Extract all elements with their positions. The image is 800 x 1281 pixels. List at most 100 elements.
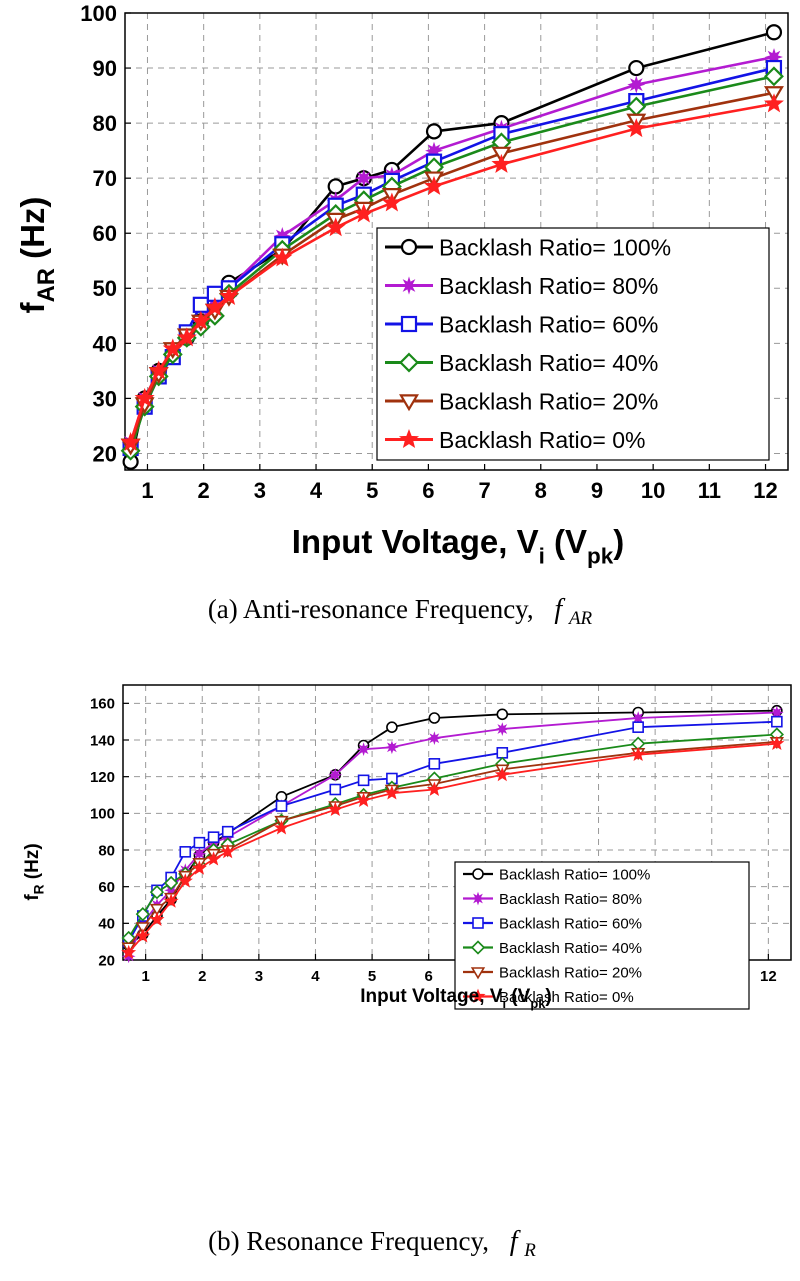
x-tick-label: 4: [311, 968, 320, 985]
x-tick-label: 2: [198, 478, 210, 503]
data-point-5-0: [120, 431, 141, 451]
data-point-5-12: [424, 175, 445, 195]
x-label-mid: (V: [545, 523, 587, 560]
data-point-2-6: [207, 831, 220, 843]
caption-b-subscript: R: [523, 1240, 536, 1261]
y-tick-label: 20: [98, 952, 115, 969]
data-point-5-2: [148, 360, 169, 380]
legend-box: [376, 227, 770, 461]
data-point-3-15: [763, 66, 784, 87]
legend-entry-0: Backlash Ratio= 100%: [439, 234, 671, 260]
legend-marker-3: [470, 940, 486, 955]
data-point-5-15: [763, 93, 784, 113]
data-point-3-2: [149, 885, 165, 900]
y-label-unit: (Hz): [22, 843, 43, 884]
data-point-5-7: [218, 286, 239, 306]
series-line-3: [127, 733, 777, 939]
legend-entry-3: Backlash Ratio= 40%: [499, 940, 642, 957]
data-point-2-12: [428, 758, 441, 770]
y-axis-label: fR (Hz): [22, 843, 47, 900]
data-point-1-13: [495, 722, 510, 736]
x-tick-label: 1: [141, 968, 149, 985]
y-tick-label: 30: [93, 386, 117, 411]
y-tick-label: 20: [93, 441, 117, 466]
legend-entry-1: Backlash Ratio= 80%: [499, 891, 642, 908]
data-point-0-12: [425, 123, 443, 140]
data-point-2-8: [275, 800, 288, 812]
caption-a-subscript: AR: [567, 608, 593, 629]
series-line-0: [128, 709, 777, 947]
legend-entry-4: Backlash Ratio= 20%: [499, 964, 642, 981]
x-tick-label: 3: [255, 968, 263, 985]
y-tick-label: 80: [93, 111, 117, 136]
data-point-0-14: [628, 59, 645, 77]
legend-marker-2: [400, 315, 418, 333]
x-tick-label: 7: [478, 478, 490, 503]
caption-a-symbol: f: [554, 594, 565, 625]
x-label-sub-pk: pk: [587, 544, 614, 569]
data-point-5-2: [149, 911, 165, 927]
chart-resonance: 12345678910111220406080100120140160 Back…: [22, 684, 792, 1011]
data-point-5-10: [356, 792, 372, 807]
x-tick-label: 11: [698, 478, 721, 503]
x-tick-label: 12: [753, 478, 777, 503]
y-tick-label: 160: [90, 696, 115, 713]
y-label-subscript: R: [32, 884, 47, 894]
x-axis-label: Input Voltage, Vi (Vpk): [360, 986, 551, 1011]
y-tick-label: 60: [93, 221, 117, 246]
data-point-2-4: [179, 846, 192, 858]
legend-marker-2: [472, 917, 484, 929]
legend-entry-2: Backlash Ratio= 60%: [499, 915, 642, 932]
data-point-5-0: [121, 944, 137, 960]
x-tick-label: 10: [641, 478, 665, 503]
data-point-2-14: [632, 721, 644, 733]
legend-entry-0: Backlash Ratio= 100%: [499, 866, 650, 883]
y-tick-label: 50: [93, 276, 117, 301]
x-label-main: Input Voltage, V: [292, 523, 539, 560]
data-point-5-9: [327, 801, 343, 817]
legend-box: [454, 861, 750, 1010]
y-tick-label: 60: [98, 879, 115, 896]
data-point-5-14: [626, 118, 647, 138]
legend-entry-1: Backlash Ratio= 80%: [439, 273, 658, 299]
data-point-5-3: [162, 338, 183, 358]
data-point-1-9: [328, 767, 343, 782]
legend-marker-1: [399, 276, 419, 295]
x-tick-label: 6: [422, 478, 434, 503]
data-point-0-12: [428, 712, 441, 724]
legend-marker-4: [399, 394, 419, 412]
data-point-5-4: [177, 873, 193, 888]
series-line-2: [127, 720, 777, 943]
x-tick-label: 2: [198, 968, 206, 985]
data-point-2-7: [221, 825, 234, 838]
y-tick-label: 80: [98, 842, 115, 859]
data-point-2-5: [193, 836, 206, 849]
x-axis-label: Input Voltage, Vi (Vpk): [292, 523, 624, 569]
x-tick-label: 3: [254, 478, 266, 503]
data-point-1-14: [627, 75, 646, 94]
y-tick-label: 40: [98, 916, 115, 933]
data-point-3-3: [163, 875, 179, 891]
data-point-1-12: [427, 731, 442, 746]
legend-marker-5: [470, 988, 486, 1003]
x-label-sub-i: i: [539, 544, 545, 569]
data-point-3-1: [135, 907, 150, 922]
x-tick-label: 5: [368, 968, 376, 985]
y-tick-label: 140: [90, 732, 115, 749]
data-point-5-4: [176, 327, 197, 347]
legend-entry-5: Backlash Ratio= 0%: [499, 989, 634, 1006]
data-point-1-11: [384, 740, 399, 755]
y-axis-label: fAR (Hz): [14, 197, 60, 314]
y-tick-label: 100: [90, 806, 115, 823]
data-point-5-13: [491, 153, 512, 173]
y-label-unit: (Hz): [14, 197, 51, 268]
data-point-5-8: [272, 247, 293, 267]
data-point-5-13: [494, 766, 510, 782]
y-tick-label: 40: [93, 331, 117, 356]
x-label-end: ): [613, 523, 624, 560]
caption-a: (a) Anti-resonance Frequency, f AR: [208, 594, 593, 629]
x-tick-label: 4: [310, 478, 323, 503]
data-point-2-10: [357, 774, 370, 787]
data-point-0-15: [765, 24, 783, 41]
